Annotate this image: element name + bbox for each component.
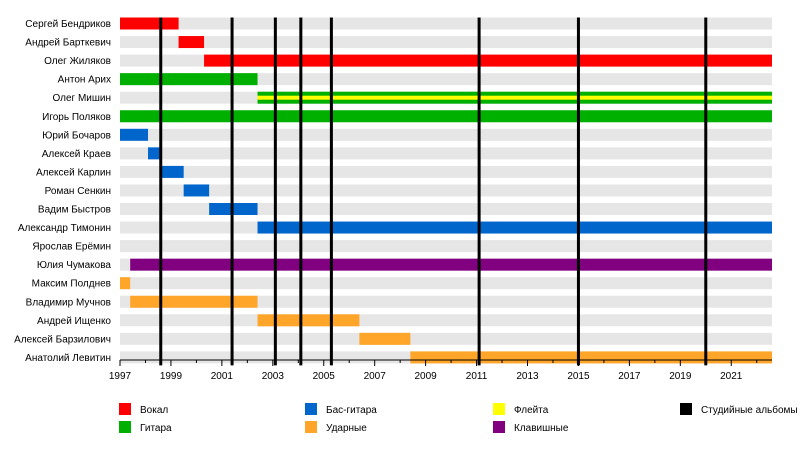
member-label: Алексей Барзилович xyxy=(14,334,111,345)
member-bar xyxy=(183,184,210,197)
member-label: Роман Сенкин xyxy=(45,186,111,197)
x-tick-label: 2003 xyxy=(262,371,285,382)
row-background xyxy=(120,240,772,253)
member-bar xyxy=(257,221,772,234)
member-bar-secondary xyxy=(257,95,772,100)
legend-swatch xyxy=(680,403,692,415)
member-bar xyxy=(120,110,772,123)
legend-swatch xyxy=(305,421,317,433)
legend-swatch xyxy=(493,421,505,433)
legend-label: Ударные xyxy=(326,423,367,434)
member-label: Игорь Поляков xyxy=(42,112,111,123)
member-label: Юлия Чумакова xyxy=(37,260,112,271)
legend: Вокал Гитара Бас-гитара Ударные Флейта Клавиш… xyxy=(119,403,798,434)
member-label: Алексей Карлин xyxy=(36,167,111,178)
member-bar xyxy=(120,17,179,30)
member-label: Сергей Бендриков xyxy=(25,19,111,30)
member-label: Ярослав Ерёмин xyxy=(32,242,111,253)
row-background xyxy=(120,165,772,178)
member-label: Андрей Барткевич xyxy=(25,38,111,49)
x-tick-label: 2013 xyxy=(516,371,539,382)
row-background xyxy=(120,184,772,197)
member-label: Андрей Ищенко xyxy=(37,316,111,327)
member-label: Юрий Бочаров xyxy=(42,130,111,141)
x-tick-label: 2015 xyxy=(567,371,590,382)
member-bar xyxy=(120,277,131,290)
member-label: Антон Арих xyxy=(58,75,111,86)
member-bar xyxy=(130,258,772,271)
row-backgrounds xyxy=(120,17,772,364)
member-bar xyxy=(359,332,411,345)
member-bar xyxy=(410,351,772,364)
member-label: Алексей Краев xyxy=(42,149,111,160)
member-bar xyxy=(130,295,258,308)
legend-label: Флейта xyxy=(514,405,549,416)
member-label: Олег Мишин xyxy=(52,93,111,104)
member-bar xyxy=(120,128,149,141)
x-tick-label: 2019 xyxy=(669,371,692,382)
row-background xyxy=(120,314,772,327)
legend-label: Вокал xyxy=(140,405,168,416)
x-tick-label: 2017 xyxy=(618,371,641,382)
row-background xyxy=(120,277,772,290)
member-bars xyxy=(120,17,772,364)
legend-label: Клавишные xyxy=(514,423,569,434)
member-label: Вадим Быстров xyxy=(38,205,111,216)
legend-label: Бас-гитара xyxy=(326,405,377,416)
member-labels: Сергей Бендриков Андрей Барткевич Олег Жил… xyxy=(14,19,111,364)
member-bar xyxy=(120,73,258,86)
member-label: Владимир Мучнов xyxy=(26,297,111,308)
member-bar xyxy=(159,165,184,178)
legend-swatch xyxy=(493,403,505,415)
member-label: Анатолий Левитин xyxy=(25,353,111,364)
x-tick-label: 2009 xyxy=(415,371,438,382)
x-axis: 1997 1999 2001 2003 2005 2007 2009 2011 2013 2015… xyxy=(109,359,772,382)
legend-swatch xyxy=(119,403,131,415)
x-tick-label: 2005 xyxy=(313,371,336,382)
member-bar xyxy=(148,147,160,160)
member-label: Максим Полднев xyxy=(32,279,111,290)
member-label: Олег Жиляков xyxy=(44,56,111,67)
member-label: Александр Тимонин xyxy=(18,223,111,234)
row-background xyxy=(120,203,772,215)
row-background xyxy=(120,295,772,308)
x-tick-label: 2021 xyxy=(720,371,743,382)
row-background xyxy=(120,332,772,345)
legend-label: Гитара xyxy=(140,423,172,434)
x-tick-label: 1997 xyxy=(109,371,132,382)
x-tick-label: 1999 xyxy=(160,371,183,382)
row-background xyxy=(120,73,772,86)
member-bar xyxy=(178,36,205,49)
x-tick-label: 2001 xyxy=(211,371,234,382)
studio-album-lines xyxy=(159,17,708,366)
row-background xyxy=(120,128,772,141)
member-bar xyxy=(257,314,360,327)
legend-swatch xyxy=(305,403,317,415)
row-background xyxy=(120,147,772,160)
legend-swatch xyxy=(119,421,131,433)
row-background xyxy=(120,17,772,30)
x-tick-label: 2007 xyxy=(364,371,387,382)
legend-label: Студийные альбомы xyxy=(701,404,798,416)
x-tick-label: 2011 xyxy=(466,371,488,382)
row-background xyxy=(120,36,772,49)
member-bar xyxy=(204,54,772,67)
